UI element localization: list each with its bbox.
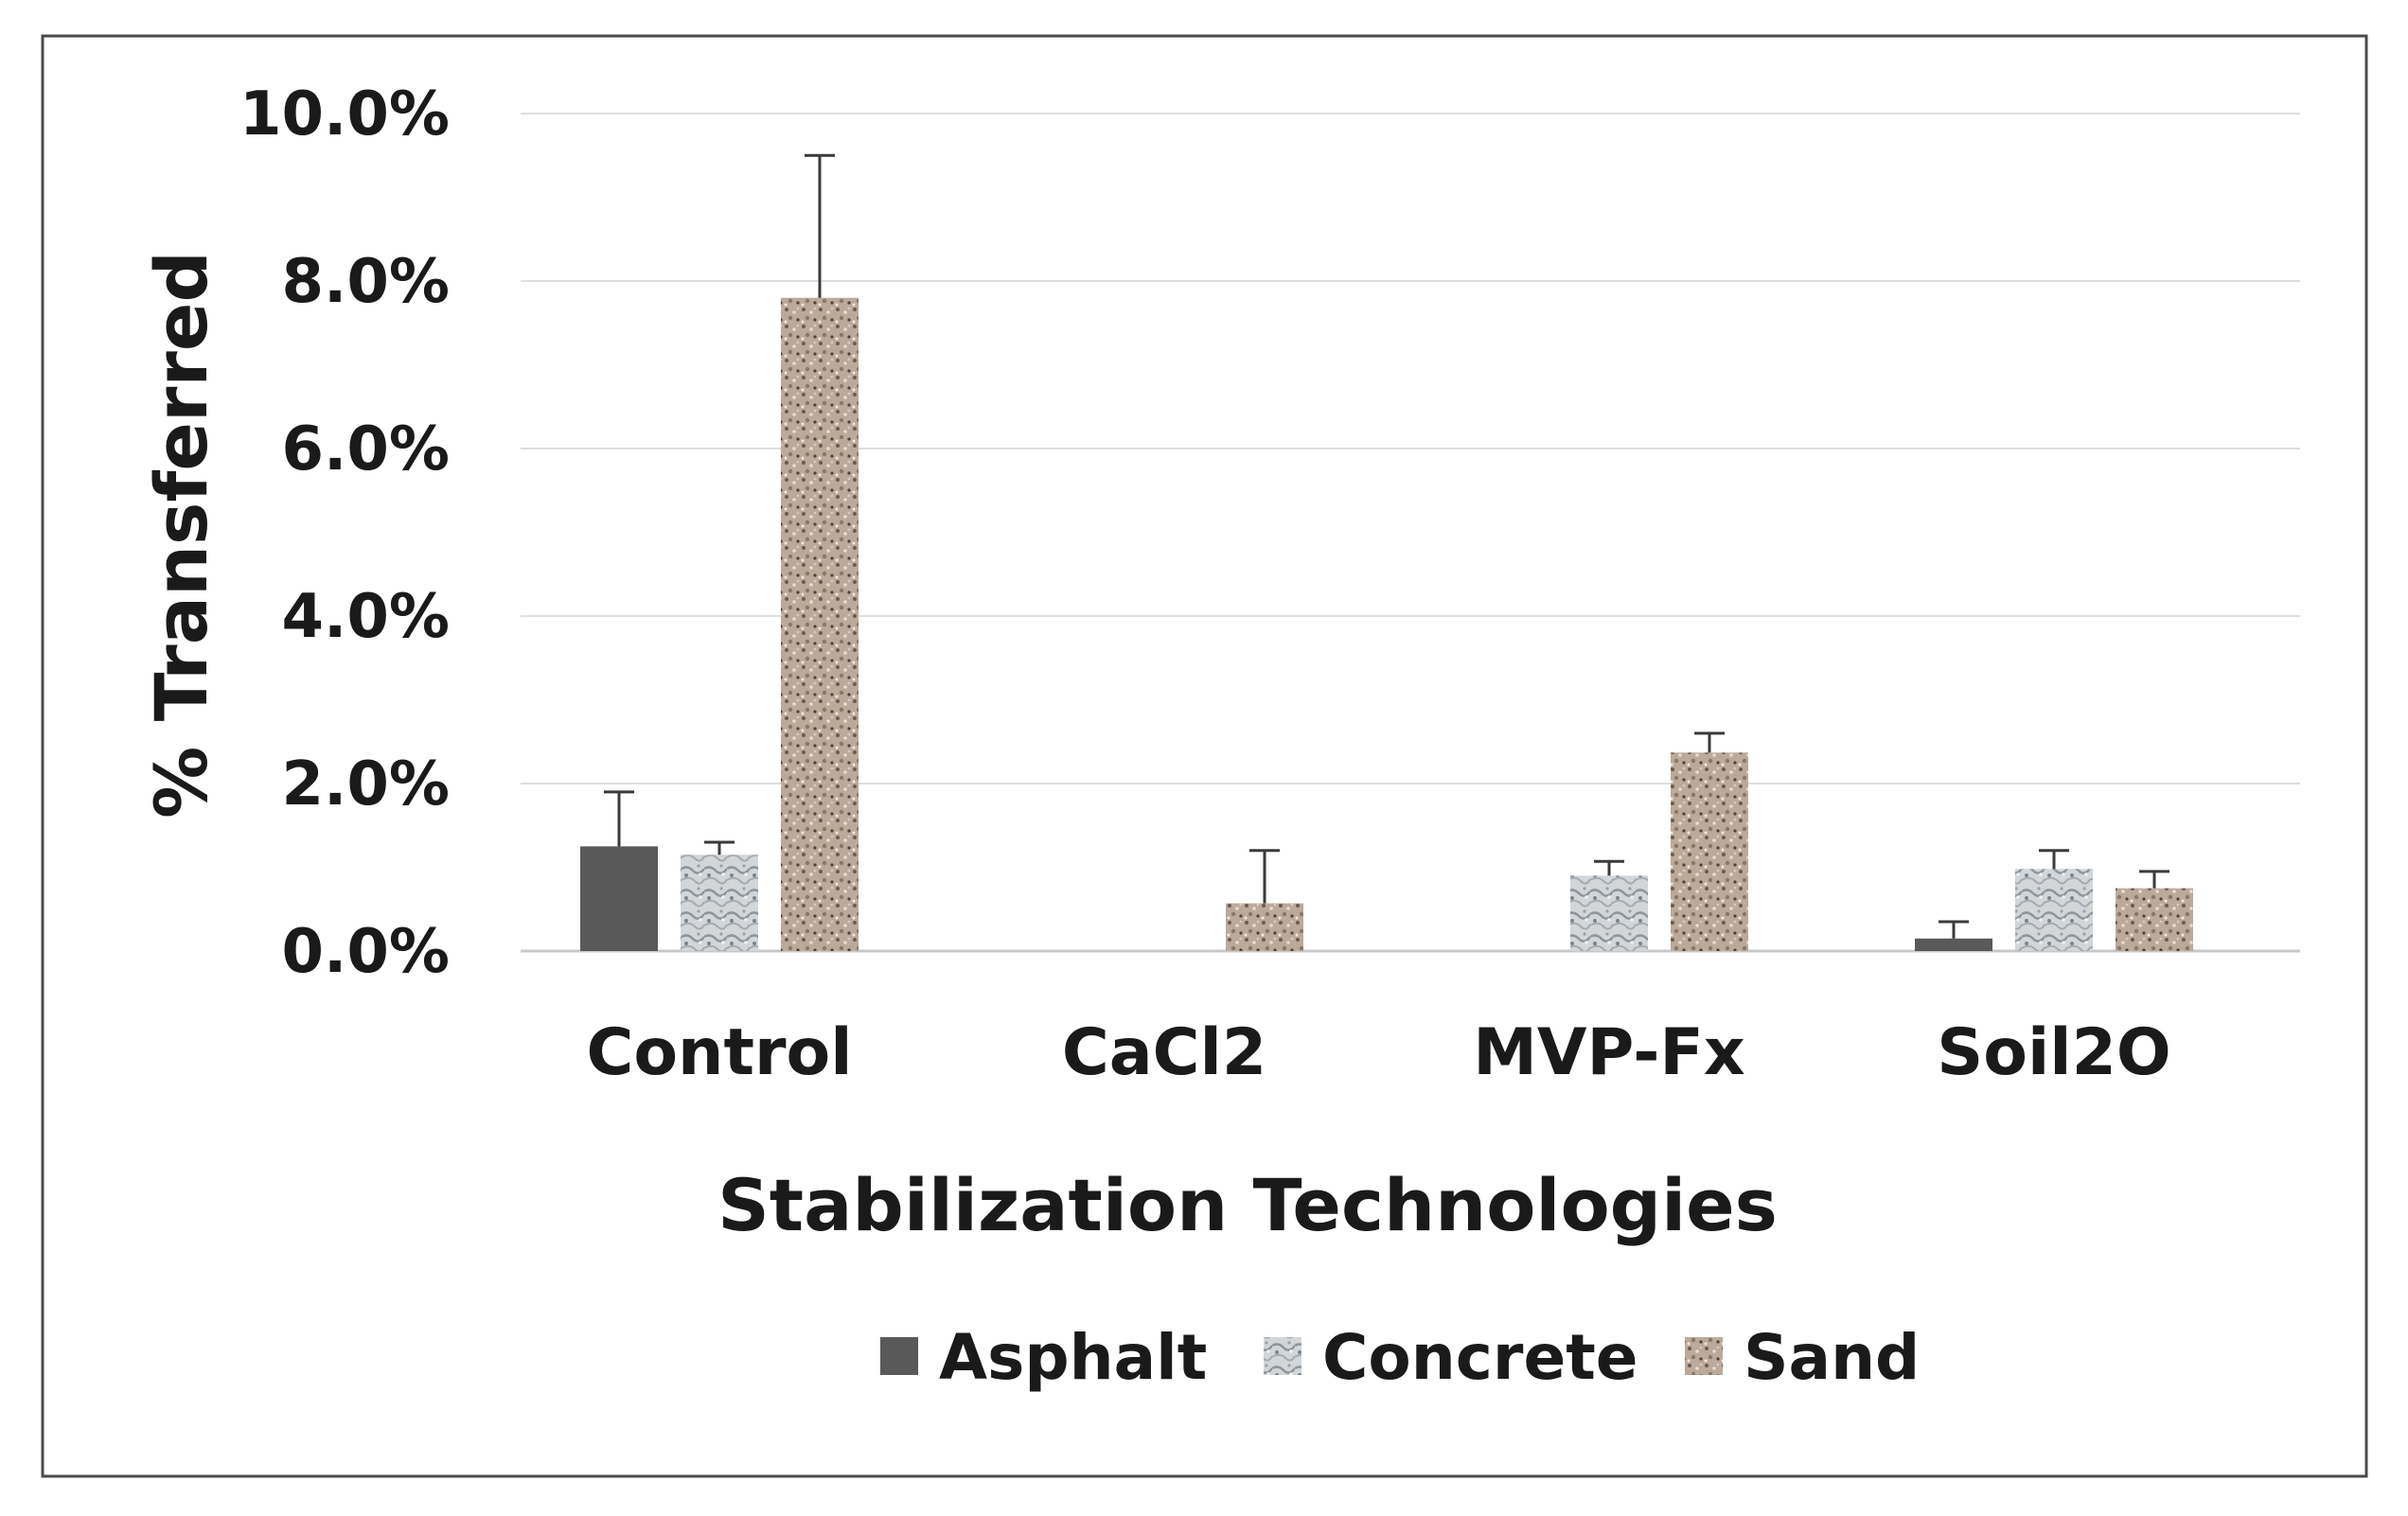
- error-bars: [604, 153, 2169, 939]
- y-tick-label: 2.0%: [282, 749, 451, 820]
- bar-sand: [1671, 752, 1748, 951]
- legend-label: Sand: [1744, 1321, 1920, 1394]
- bars: [580, 297, 2193, 951]
- legend-swatch-asphalt: [880, 1337, 918, 1375]
- bar-sand: [1226, 903, 1303, 951]
- x-axis-categories: Control CaCl2 MVP-Fx Soil2O: [586, 1015, 2170, 1090]
- legend-label: Concrete: [1322, 1321, 1638, 1394]
- y-axis-ticks: 0.0% 2.0% 4.0% 6.0% 8.0% 10.0%: [239, 79, 450, 987]
- bar-asphalt: [580, 846, 658, 951]
- x-category-label: MVP-Fx: [1473, 1015, 1744, 1090]
- y-axis-title: % Transferred: [139, 251, 223, 819]
- y-tick-label: 0.0%: [282, 917, 451, 987]
- x-category-label: Soil2O: [1937, 1015, 2170, 1090]
- x-category-label: Control: [586, 1015, 852, 1090]
- y-tick-label: 4.0%: [282, 582, 451, 652]
- legend-swatch-sand: [1685, 1337, 1723, 1375]
- bar-sand: [781, 297, 859, 951]
- bar-concrete: [2015, 869, 2093, 951]
- chart-frame: [41, 34, 2368, 1478]
- bar-concrete: [681, 855, 758, 951]
- x-axis-title: Stabilization Technologies: [717, 1163, 1778, 1247]
- legend-swatch-concrete: [1264, 1337, 1301, 1375]
- bar-concrete: [1570, 875, 1648, 951]
- x-category-label: CaCl2: [1062, 1015, 1266, 1090]
- bar-asphalt: [1915, 938, 1992, 951]
- y-tick-label: 10.0%: [239, 79, 450, 150]
- y-tick-label: 6.0%: [282, 414, 451, 485]
- y-tick-label: 8.0%: [282, 247, 451, 317]
- legend-label: Asphalt: [939, 1321, 1207, 1394]
- legend: Asphalt Concrete Sand: [880, 1321, 1920, 1394]
- bar-sand: [2116, 888, 2193, 951]
